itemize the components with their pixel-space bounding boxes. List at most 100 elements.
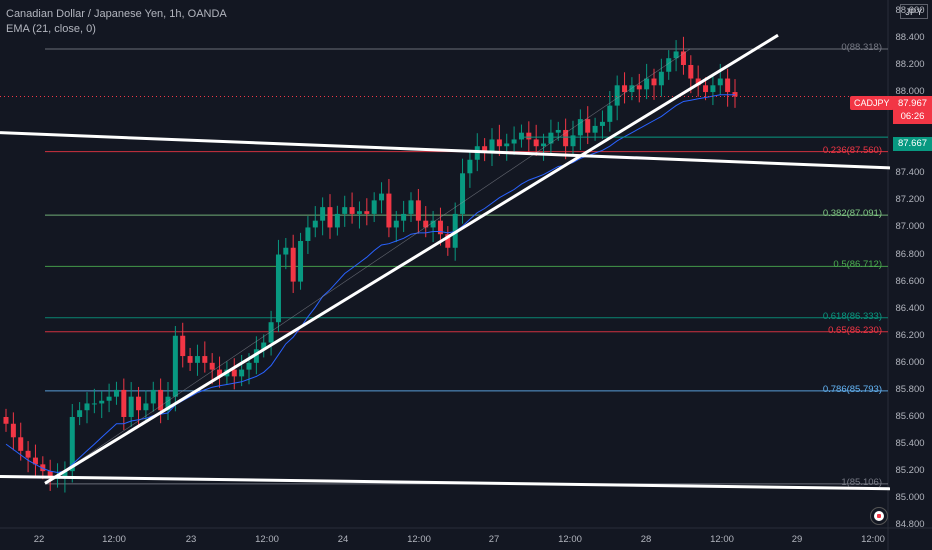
fib-label-0.236: 0.236(87.560) xyxy=(822,144,882,156)
candle-body xyxy=(695,78,701,86)
candle-body xyxy=(275,254,281,323)
candle-body xyxy=(253,349,259,363)
candle-body xyxy=(231,369,237,377)
candle-body xyxy=(379,193,385,201)
fib-label-0.5: 0.5(86.712) xyxy=(833,259,882,271)
candle-body xyxy=(658,71,664,86)
candle-body xyxy=(91,403,97,405)
candle-body xyxy=(386,193,392,228)
candle-body xyxy=(393,220,399,228)
candle-body xyxy=(342,207,348,214)
candle-body xyxy=(423,220,429,228)
price-tick-label: 85.000 xyxy=(895,492,925,504)
price-tick-label: 84.800 xyxy=(895,519,925,531)
time-tick-label: 12:00 xyxy=(710,534,734,545)
time-tick-label: 22 xyxy=(33,534,45,545)
price-tick-label: 85.400 xyxy=(895,438,925,450)
candle-body xyxy=(312,220,318,228)
candle-body xyxy=(158,389,164,411)
candle-body xyxy=(84,403,90,411)
price-tick-label: 85.800 xyxy=(895,383,925,395)
candle-body xyxy=(511,139,517,144)
candle-body xyxy=(283,247,289,255)
candle-body xyxy=(305,227,311,241)
last-price-tag: 87.967 06:26 xyxy=(893,96,932,124)
candle-body xyxy=(143,403,149,411)
candle-body xyxy=(599,121,605,126)
candle-body xyxy=(217,369,223,377)
candle-body xyxy=(268,322,274,343)
currency-selector[interactable]: JPY xyxy=(900,4,928,19)
fib-label-0: 0(88.318) xyxy=(841,42,882,53)
candle-body xyxy=(614,85,620,106)
candle-body xyxy=(334,213,340,228)
candle-body xyxy=(320,207,326,221)
candle-body xyxy=(180,335,186,357)
candle-body xyxy=(482,146,488,153)
chart-title: Canadian Dollar / Japanese Yen, 1h, OAND… xyxy=(6,8,227,20)
candle-body xyxy=(651,78,657,86)
candle-body xyxy=(703,85,709,93)
price-tick-label: 87.400 xyxy=(895,167,925,179)
candle-body xyxy=(732,92,738,97)
candle-body xyxy=(187,356,193,363)
fib-label-0.65: 0.65(86.230) xyxy=(828,324,882,336)
price-tick-label: 88.400 xyxy=(895,31,925,43)
candle-body xyxy=(32,457,38,465)
fib-label-0.382: 0.382(87.091) xyxy=(822,208,882,220)
candle-body xyxy=(445,234,451,248)
candle-body xyxy=(688,64,694,79)
fib-diagonal xyxy=(44,48,691,485)
candle-body xyxy=(622,85,628,93)
candle-body xyxy=(555,129,561,133)
candle-body xyxy=(629,85,635,93)
price-tick-label: 86.400 xyxy=(895,302,925,314)
candle-body xyxy=(408,200,414,214)
candle-body xyxy=(99,400,105,404)
candle-body xyxy=(437,220,443,235)
ema-line xyxy=(5,94,735,474)
time-tick-label: 28 xyxy=(640,534,652,545)
candle-body xyxy=(69,416,75,472)
candle-body xyxy=(570,135,576,147)
candle-body xyxy=(415,200,421,221)
candle-body xyxy=(364,211,370,214)
candle-body xyxy=(644,78,650,90)
price-tick-label: 86.800 xyxy=(895,248,925,260)
candle-body xyxy=(165,396,171,411)
candle-body xyxy=(717,78,723,86)
flag-icon[interactable] xyxy=(871,508,887,524)
fib-label-0.618: 0.618(86.333) xyxy=(822,310,882,322)
candle-body xyxy=(25,450,31,458)
candle-body xyxy=(194,356,200,363)
candle-body xyxy=(136,396,142,411)
time-tick-label: 27 xyxy=(488,534,500,545)
candle-body xyxy=(430,220,436,228)
candle-body xyxy=(548,132,554,144)
price-tick-label: 86.200 xyxy=(895,329,925,341)
price-tick-label: 88.000 xyxy=(895,86,925,98)
candle-body xyxy=(18,437,24,451)
candle-body xyxy=(504,143,510,147)
candle-body xyxy=(3,416,9,424)
candle-body xyxy=(518,132,524,140)
lower-horizontal-trendline xyxy=(0,475,891,491)
candle-body xyxy=(290,247,296,282)
fib-label-1: 1(85.106) xyxy=(841,476,882,488)
candle-body xyxy=(202,356,208,363)
time-tick-label: 12:00 xyxy=(558,534,582,545)
candle-body xyxy=(113,389,119,397)
candle-body xyxy=(121,389,127,417)
candle-body xyxy=(298,240,304,282)
candle-body xyxy=(349,207,355,214)
price-tick-label: 85.600 xyxy=(895,410,925,422)
time-tick-label: 24 xyxy=(337,534,349,545)
candle-body xyxy=(710,85,716,93)
candle-body xyxy=(666,58,672,72)
indicator-legend[interactable]: EMA (21, close, 0) xyxy=(6,23,96,35)
candle-body xyxy=(47,471,53,478)
price-tick-label: 86.600 xyxy=(895,275,925,287)
candle-body xyxy=(541,143,547,147)
candle-body xyxy=(496,139,502,147)
